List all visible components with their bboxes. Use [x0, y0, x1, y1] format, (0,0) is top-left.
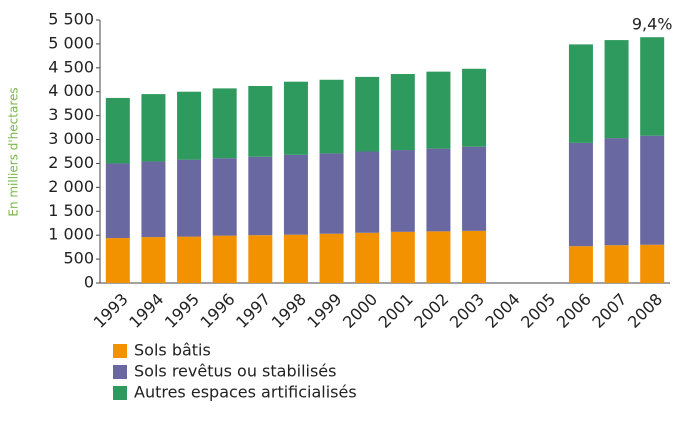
bar-segment [319, 153, 344, 234]
legend-label: Autres espaces artificialisés [134, 383, 357, 402]
bar-segment [283, 234, 308, 283]
bar-segment [462, 230, 487, 283]
bar-segment [319, 233, 344, 283]
bar-segment [248, 235, 273, 283]
legend-swatch [113, 344, 127, 358]
y-tick-label: 5 500 [48, 10, 94, 29]
y-tick-label: 1 500 [48, 201, 94, 220]
y-tick-label: 2 500 [48, 153, 94, 172]
y-tick-label: 2 000 [48, 177, 94, 196]
bar-segment [462, 146, 487, 231]
bar-segment [462, 68, 487, 147]
bar-segment [640, 37, 665, 136]
x-tick-label: 1993 [90, 290, 132, 332]
bar-segment [604, 245, 629, 283]
legend-swatch [113, 386, 127, 400]
bar-segment [426, 148, 451, 232]
bar-segment [177, 159, 202, 237]
x-tick-label: 2003 [446, 290, 488, 332]
y-axis-label: En milliers d'hectares [7, 87, 21, 216]
bar-segment [568, 44, 593, 143]
x-tick-label: 2008 [624, 290, 666, 332]
bar-segment [248, 85, 273, 157]
legend-label: Sols revêtus ou stabilisés [134, 362, 336, 381]
bar-segment [212, 158, 237, 236]
bar-segment [283, 154, 308, 235]
x-tick-label: 1998 [268, 290, 310, 332]
bar-segment [604, 40, 629, 139]
bar-segment [283, 81, 308, 155]
bar-segment [390, 74, 415, 151]
x-tick-label: 1994 [125, 290, 167, 332]
bar-segment [604, 138, 629, 246]
bar-segment [141, 161, 166, 238]
annotation: 9,4% [632, 15, 673, 34]
x-tick-label: 2000 [339, 290, 381, 332]
y-tick-label: 3 000 [48, 129, 94, 148]
bar-segment [390, 231, 415, 283]
bar-segment [640, 244, 665, 283]
x-tick-label: 1997 [232, 290, 274, 332]
x-tick-label: 1995 [161, 290, 203, 332]
x-tick-label: 2001 [375, 290, 417, 332]
y-tick-label: 5 000 [48, 33, 94, 52]
bar-segment [355, 151, 380, 233]
bar-segment [105, 97, 130, 164]
x-tick-label: 1996 [196, 290, 238, 332]
bar-segment [390, 150, 415, 232]
y-tick-label: 4 000 [48, 81, 94, 100]
bar-segment [177, 91, 202, 160]
bar-segment [105, 163, 130, 239]
x-tick-label: 1999 [303, 290, 345, 332]
y-tick-label: 4 500 [48, 57, 94, 76]
y-tick-label: 1 000 [48, 225, 94, 244]
y-tick-label: 0 [84, 273, 94, 292]
bar-segment [177, 236, 202, 283]
y-tick-label: 500 [63, 249, 94, 268]
bar-segment [568, 142, 593, 247]
bar-segment [355, 76, 380, 152]
y-tick-label: 3 500 [48, 105, 94, 124]
bar-segment [355, 232, 380, 283]
bar-segment [568, 246, 593, 283]
bar-segment [248, 156, 273, 236]
x-tick-label: 2006 [553, 290, 595, 332]
x-tick-label: 2004 [481, 290, 523, 332]
bar-segment [426, 71, 451, 149]
legend-label: Sols bâtis [134, 341, 211, 360]
bar-segment [105, 238, 130, 283]
legend-swatch [113, 365, 127, 379]
x-tick-label: 2007 [588, 290, 630, 332]
bar-segment [212, 235, 237, 283]
x-tick-label: 2005 [517, 290, 559, 332]
bar-segment [426, 231, 451, 283]
bar-segment [640, 135, 665, 245]
x-tick-label: 2002 [410, 290, 452, 332]
bar-segment [212, 88, 237, 159]
bar-segment [319, 79, 344, 154]
bar-segment [141, 237, 166, 283]
bar-segment [141, 94, 166, 162]
